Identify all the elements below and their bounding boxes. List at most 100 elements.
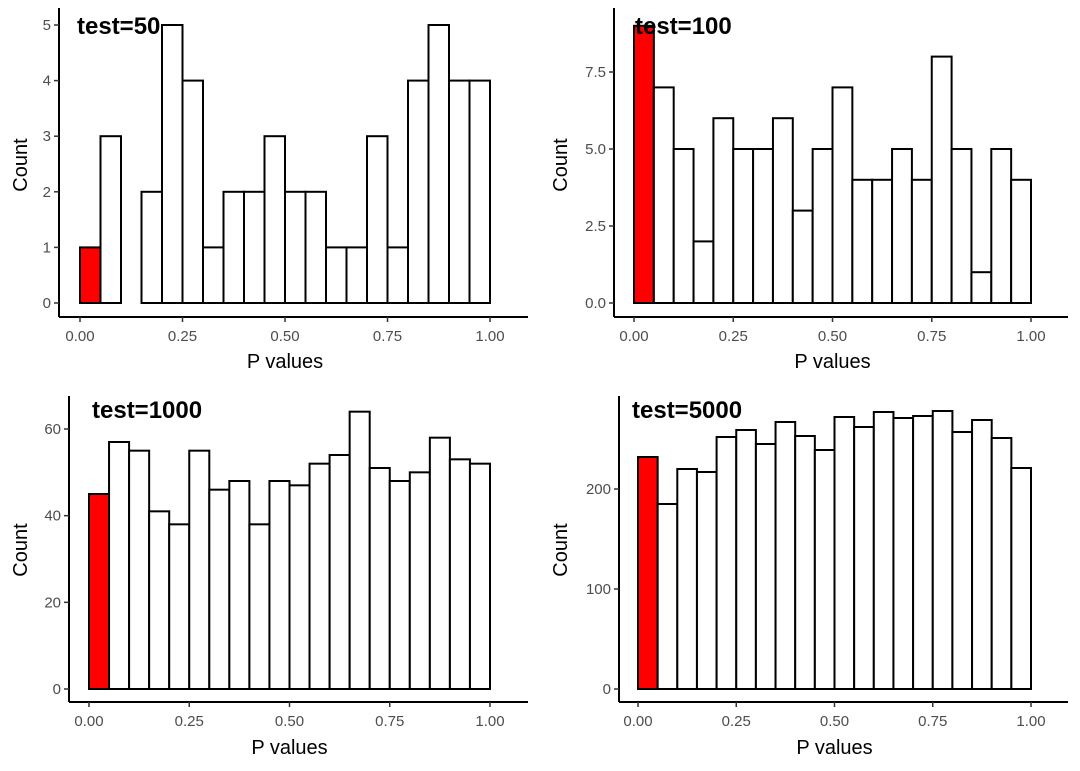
- histogram-bar-highlighted: [88, 493, 111, 690]
- histogram-bar: [202, 246, 225, 304]
- histogram-bar: [872, 411, 895, 690]
- histogram-bar: [288, 484, 311, 691]
- panel-test-1000: 0.00 0.25 0.50 0.75 1.00 0 20 40 60 P values Count…: [10, 396, 528, 759]
- y-tick-label: 7.5: [585, 64, 606, 81]
- histogram-bar: [325, 246, 348, 304]
- histogram-bar: [930, 55, 953, 304]
- y-tick-label: 4: [43, 73, 51, 90]
- y-axis-title: Count: [10, 523, 32, 577]
- histogram-bar: [891, 148, 913, 304]
- y-axis-title: Count: [550, 138, 572, 192]
- histogram-bar: [345, 246, 368, 304]
- y-tick-label: 200: [586, 481, 611, 498]
- histogram-bar: [656, 503, 679, 690]
- histogram-bar: [652, 86, 675, 305]
- x-tick-label: 0.75: [917, 328, 946, 345]
- histogram-bar: [672, 148, 695, 304]
- histogram-bar: [811, 148, 834, 304]
- x-tick-label: 1.00: [475, 713, 504, 730]
- histogram-bar: [304, 190, 327, 304]
- y-tick-label: 2.5: [585, 218, 606, 235]
- histogram-bar: [208, 488, 231, 690]
- histogram-bar: [774, 421, 797, 690]
- y-tick-label: 5: [43, 17, 51, 34]
- histogram-bar: [222, 190, 245, 304]
- histogram-bar: [188, 449, 211, 690]
- panel-title: test=1000: [92, 397, 202, 424]
- histogram-bar: [931, 410, 954, 690]
- x-axis-title: P values: [794, 351, 870, 373]
- histogram-bar: [468, 462, 492, 690]
- histogram-bar: [407, 79, 430, 304]
- histogram-bar: [692, 240, 715, 304]
- histogram-bar: [971, 419, 993, 690]
- x-tick-label: 0.00: [619, 328, 648, 345]
- y-axis-title: Count: [10, 138, 32, 192]
- histogram-bar: [851, 178, 874, 304]
- panel-test-100: 0.00 0.25 0.50 0.75 1.00 0.0 2.5 5.0 7.5 P values…: [550, 8, 1068, 373]
- histogram-bar: [128, 449, 151, 690]
- histogram-bar: [695, 471, 718, 690]
- histogram-bar: [148, 510, 171, 691]
- x-tick-label: 0.00: [65, 328, 94, 345]
- histogram-bar: [715, 436, 738, 690]
- histogram-bar: [871, 178, 894, 304]
- histogram-bar: [1010, 467, 1032, 690]
- histogram-bar: [791, 209, 814, 305]
- histogram-bar-highlighted: [79, 246, 102, 304]
- histogram-bar: [676, 468, 698, 690]
- histogram-bar: [243, 190, 266, 304]
- x-tick-label: 0.50: [275, 713, 304, 730]
- y-tick-label: 2: [43, 184, 51, 201]
- histogram-bar: [752, 148, 774, 304]
- histogram-bar: [168, 523, 191, 690]
- y-tick-label: 60: [44, 421, 61, 438]
- histogram-bar: [950, 148, 973, 304]
- panel-title: test=5000: [632, 397, 742, 424]
- histogram-bar: [140, 190, 163, 304]
- histogram-bar: [735, 429, 757, 690]
- histogram-bar: [108, 441, 131, 690]
- histogram-bar: [732, 148, 755, 304]
- histogram-bar: [1010, 178, 1033, 304]
- x-axis-title: P values: [247, 351, 323, 373]
- histogram-bar: [366, 135, 389, 304]
- histogram-bar: [468, 79, 491, 304]
- panel-title: test=100: [635, 13, 732, 40]
- panel-title: test=50: [77, 13, 160, 40]
- histogram-bar: [268, 480, 291, 690]
- histogram-bar: [754, 443, 777, 690]
- x-tick-label: 0.25: [719, 328, 748, 345]
- histogram-bar: [794, 435, 816, 690]
- histogram-bar: [408, 471, 431, 691]
- y-axis-title: Count: [550, 523, 572, 577]
- histogram-bar: [771, 117, 794, 304]
- y-tick-label: 1: [43, 239, 51, 256]
- y-tick-label: 0: [53, 681, 61, 698]
- x-tick-label: 0.25: [722, 713, 751, 730]
- histogram-bar: [910, 178, 933, 304]
- histogram-bar: [263, 135, 286, 304]
- histogram-bar: [970, 271, 993, 305]
- x-axis-title: P values: [251, 737, 327, 759]
- histogram-bar: [427, 24, 450, 304]
- y-tick-label: 20: [44, 594, 61, 611]
- y-tick-label: 0: [603, 681, 611, 698]
- panel-test-50: 0.00 0.25 0.50 0.75 1.00 0 1 2 3 4 5 P values Count t…: [10, 8, 528, 373]
- histogram-bar: [368, 467, 391, 690]
- histogram-bar: [951, 431, 974, 690]
- x-tick-label: 1.00: [1016, 713, 1045, 730]
- x-tick-label: 0.25: [175, 713, 204, 730]
- y-tick-label: 40: [44, 508, 61, 525]
- x-tick-label: 0.00: [623, 713, 652, 730]
- histogram-bar: [161, 24, 184, 304]
- histogram-bar-highlighted: [633, 24, 655, 305]
- histogram-bar: [181, 79, 204, 304]
- x-tick-label: 0.75: [375, 713, 404, 730]
- histogram-bar: [386, 246, 409, 304]
- histogram-bar: [228, 480, 251, 690]
- histogram-bar: [833, 416, 856, 690]
- y-tick-label: 5.0: [585, 141, 606, 158]
- histogram-bar: [892, 417, 915, 690]
